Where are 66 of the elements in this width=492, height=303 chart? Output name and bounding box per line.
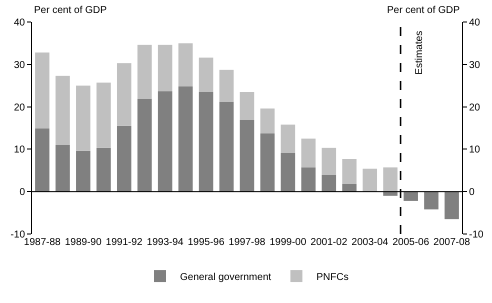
- x-tick-label: 1999-00: [270, 237, 307, 248]
- bar: [56, 76, 70, 145]
- y2-tick-label: 30: [469, 60, 481, 71]
- y-tick-label: -10: [10, 230, 26, 240]
- y2-tick-label: -10: [469, 230, 484, 240]
- bar: [240, 92, 254, 120]
- bar: [280, 153, 296, 192]
- bar: [116, 63, 132, 126]
- bar: [96, 148, 111, 192]
- bar: [178, 86, 193, 192]
- bar: [404, 192, 418, 201]
- bar: [137, 98, 152, 192]
- bar: [260, 134, 275, 192]
- bar: [116, 126, 132, 192]
- legend-label: PNFCs: [316, 272, 349, 283]
- bar: [137, 44, 152, 99]
- bar: [158, 44, 172, 92]
- bar: [96, 82, 111, 148]
- bar: [260, 108, 275, 134]
- bar: [322, 148, 336, 176]
- x-tick-label: 2005-06: [392, 237, 430, 248]
- bar: [280, 124, 296, 154]
- legend-label: General government: [180, 272, 272, 283]
- y-tick-label: 30: [14, 60, 26, 71]
- x-tick-label: 1997-98: [228, 237, 266, 248]
- x-tick-label: 1991-92: [106, 237, 143, 248]
- y2-tick-label: 0: [469, 187, 475, 198]
- bar: [322, 175, 336, 192]
- bar: [35, 128, 50, 192]
- bar: [301, 167, 316, 192]
- x-tick-label: 2001-02: [310, 237, 348, 248]
- y-tick-label: 20: [14, 102, 26, 114]
- bar: [178, 43, 193, 86]
- bar: [76, 86, 90, 151]
- x-tick-label: 1993-94: [146, 237, 184, 248]
- ref-line-label: Estimates: [414, 30, 425, 75]
- bar: [342, 158, 357, 184]
- bar: [56, 144, 70, 192]
- y-tick-label: 0: [19, 187, 26, 198]
- y2-tick-label: 10: [469, 144, 481, 156]
- bar: [362, 168, 378, 192]
- bar: [198, 92, 214, 192]
- bar: [342, 184, 357, 192]
- bar: [301, 138, 316, 168]
- bar: [444, 192, 459, 220]
- y-tick-label: 40: [14, 18, 26, 28]
- x-tick-label: 1995-96: [188, 237, 225, 248]
- bar: [198, 58, 214, 92]
- y-tick-label: 10: [14, 144, 26, 156]
- bar: [219, 102, 234, 192]
- bar: [76, 150, 90, 192]
- x-tick-label: 1989-90: [64, 237, 102, 248]
- bar: [424, 192, 438, 210]
- bar: [383, 192, 398, 196]
- bar: [219, 70, 234, 102]
- bar: [240, 120, 254, 192]
- y2-tick-label: 20: [469, 102, 481, 114]
- bar: [383, 167, 398, 192]
- x-tick-label: 2003-04: [352, 237, 389, 248]
- x-tick-label: 2007-08: [433, 237, 471, 248]
- y2-axis-title: Per cent of GDP: [387, 5, 460, 16]
- x-tick-label: 1987-88: [24, 237, 62, 248]
- bar: [35, 52, 50, 128]
- y2-tick-label: 40: [469, 18, 481, 28]
- y-axis-title: Per cent of GDP: [34, 5, 108, 16]
- bar: [158, 91, 172, 192]
